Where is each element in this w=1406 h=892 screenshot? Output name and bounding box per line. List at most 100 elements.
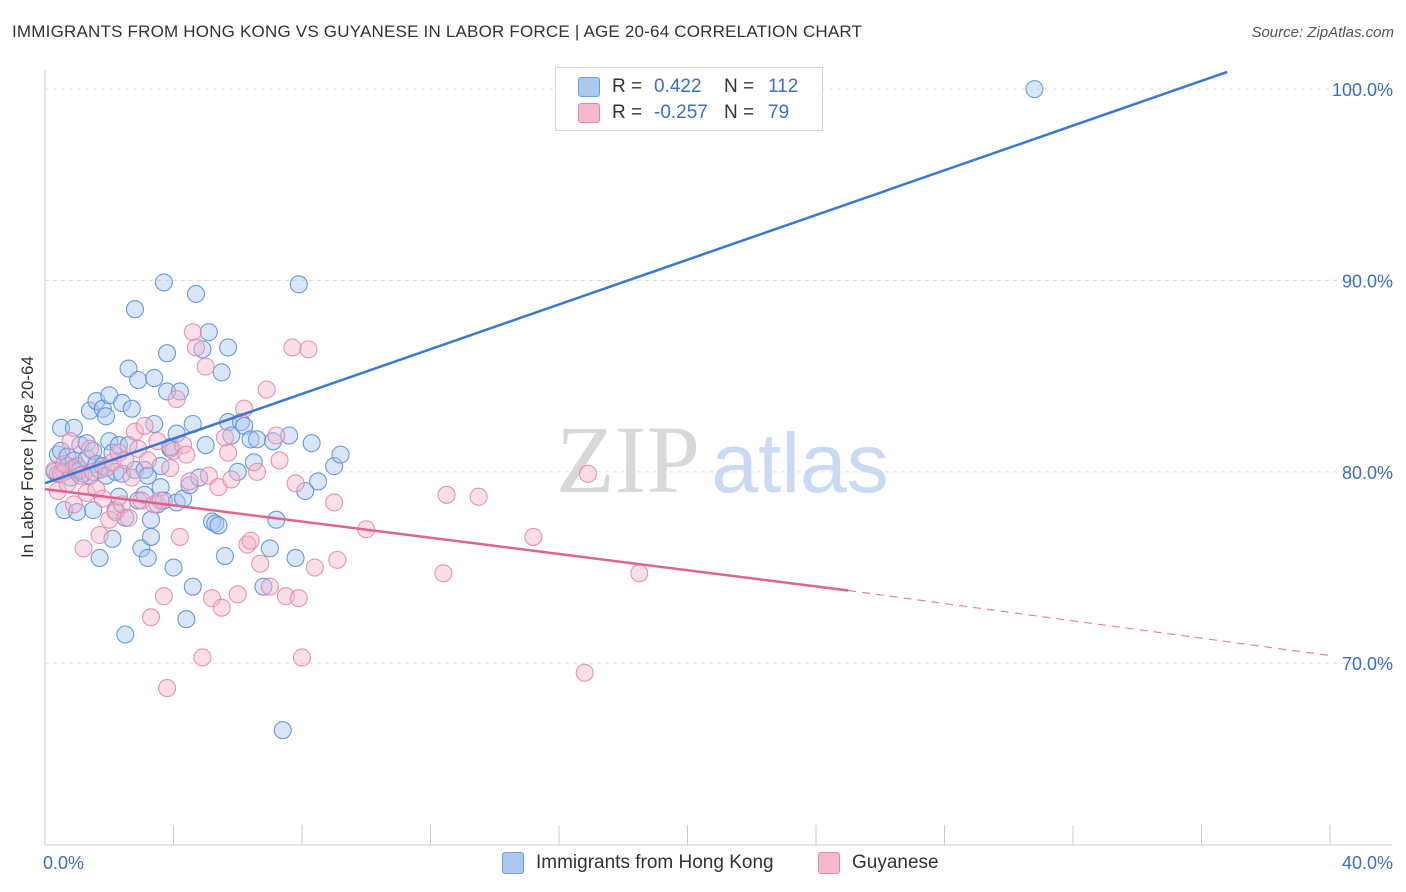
guyanese-point [575,663,594,682]
guyanese-point [437,485,456,504]
hong-kong-point [180,476,199,495]
hong-kong-point [113,393,132,413]
guyanese-point [177,445,196,464]
legend-row-hong-kong: R = 0.422 N = 112 [578,74,798,100]
guyanese-point [219,443,238,462]
hong-kong-point [122,399,141,418]
series-legend-label: Guyanese [852,852,939,873]
legend-row-guyanese: R = -0.257 N = 79 [578,100,789,126]
hong-kong-point [125,300,144,319]
guyanese-point [141,608,161,627]
x-tick-label-min: 0.0% [43,853,84,873]
guyanese-point [212,598,231,617]
correlation-legend: R = 0.422 N = 112 R = -0.257 N = 79 [555,67,823,131]
guyanese-point [241,531,260,550]
y-axis-label: In Labor Force | Age 20-64 [18,356,37,558]
series-legend-hong-kong[interactable]: Immigrants from Hong Kong [502,852,774,874]
y-tick-label: 70.0% [1342,654,1393,674]
guyanese-point [286,474,305,493]
legend-r-value: -0.257 [654,102,708,123]
guyanese-point [325,493,344,512]
guyanese-point [283,338,302,357]
guyanese-point [93,489,112,508]
hong-kong-point [260,539,279,558]
hong-kong-point [158,344,177,363]
guyanese-point [257,380,276,399]
y-tick-label: 80.0% [1342,463,1393,483]
hong-kong-point [309,472,328,491]
hong-kong-point [183,577,202,596]
hong-kong-point [222,426,241,445]
guyanese-point [203,589,222,608]
guyanese-point [305,558,324,577]
chart-title: IMMIGRANTS FROM HONG KONG VS GUYANESE IN… [12,22,863,41]
hong-kong-point [254,577,273,596]
series-swatch-pink [818,852,840,874]
grid-lines [45,88,1392,664]
guyanese-point [469,487,488,506]
guyanese-point [215,428,234,447]
hong-kong-point [296,481,315,501]
hong-kong-point [116,625,135,644]
guyanese-point [183,323,202,342]
guyanese-point [524,527,543,546]
series-legend-label: Immigrants from Hong Kong [536,852,774,873]
hong-kong-point [84,441,103,460]
guyanese-point [193,648,212,667]
hong-kong-trend-line [44,70,1228,485]
hong-kong-point [177,610,196,629]
guyanese-point [161,458,180,478]
series-legend-guyanese[interactable]: Guyanese [818,852,939,874]
guyanese-point [434,564,453,583]
watermark-atlas: atlas [711,416,888,510]
hong-kong-point [325,457,344,476]
legend-r-label: R = [612,102,643,123]
hong-kong-point [164,558,183,577]
guyanese-point [122,468,141,487]
hong-kong-point [286,548,305,568]
guyanese-trend-extension [848,589,1331,657]
hong-kong-point [193,340,212,359]
tick-labels: 70.0% 80.0% 90.0% 100.0% 0.0% 40.0% [43,80,1393,873]
hong-kong-point [141,527,161,546]
axes [44,70,1392,846]
hong-kong-point [90,548,109,568]
hong-kong-point [109,436,128,455]
series-guyanese-points [45,323,649,698]
hong-kong-point [138,466,157,485]
guyanese-point [167,390,186,409]
guyanese-point [80,439,100,458]
hong-kong-point [302,434,321,453]
guyanese-point [299,340,318,359]
guyanese-point [154,587,173,606]
guyanese-point [74,539,93,558]
legend-n-value: 79 [768,102,790,123]
hong-kong-point [209,516,228,535]
guyanese-point [100,510,119,529]
hong-kong-point [158,382,177,401]
guyanese-point [260,577,279,596]
guyanese-point [222,470,241,489]
guyanese-point [196,357,215,376]
hong-kong-point [96,407,116,426]
hong-kong-point [244,453,263,472]
trend-lines [44,70,1331,657]
series-hong-kong-points [45,80,1044,740]
series-swatch-blue [502,852,524,874]
watermark-zip: ZIP [556,406,700,513]
hong-kong-point [228,462,247,481]
guyanese-point [251,554,270,573]
hong-kong-point [196,436,215,455]
guyanese-point [328,550,347,569]
series-legend: Immigrants from Hong Kong Guyanese [0,852,1406,878]
guyanese-point [158,679,177,698]
hong-kong-point [64,418,83,437]
guyanese-point [270,451,289,470]
guyanese-point [135,416,154,435]
y-tick-label: 90.0% [1342,271,1393,291]
hong-kong-point [145,369,164,388]
legend-n-label: N = [724,102,755,123]
hong-kong-point [154,273,173,292]
guyanese-point [61,432,80,451]
